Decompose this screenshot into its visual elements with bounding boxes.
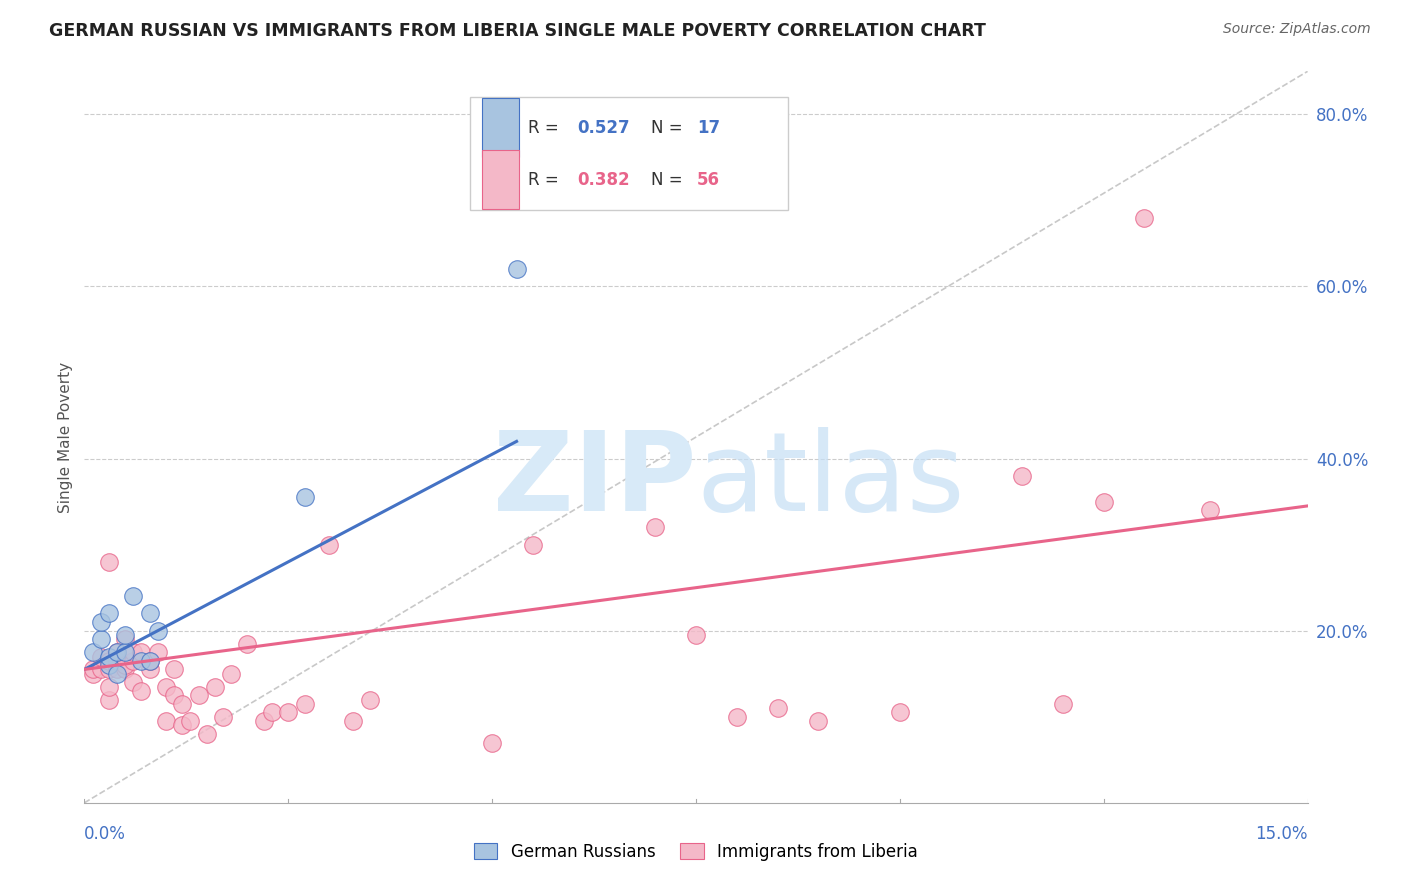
Point <box>172 697 194 711</box>
Point <box>146 624 169 638</box>
Text: N =: N = <box>651 170 688 189</box>
Point <box>481 735 503 749</box>
Point <box>131 654 153 668</box>
Point <box>114 645 136 659</box>
Text: R =: R = <box>529 119 564 136</box>
Legend: German Russians, Immigrants from Liberia: German Russians, Immigrants from Liberia <box>467 837 925 868</box>
Point <box>505 262 527 277</box>
Point <box>105 645 128 659</box>
Point <box>97 555 120 569</box>
Point <box>766 701 789 715</box>
Point <box>294 697 316 711</box>
FancyBboxPatch shape <box>470 97 787 211</box>
Text: 17: 17 <box>697 119 720 136</box>
Point <box>685 628 707 642</box>
Point <box>97 649 120 664</box>
Point <box>294 491 316 505</box>
Point <box>97 654 120 668</box>
Point <box>97 680 120 694</box>
Point <box>122 675 145 690</box>
Point <box>90 649 112 664</box>
Point <box>105 662 128 676</box>
Point <box>195 727 218 741</box>
Text: Source: ZipAtlas.com: Source: ZipAtlas.com <box>1223 22 1371 37</box>
Point <box>187 688 209 702</box>
Point <box>90 632 112 647</box>
Point <box>114 658 136 673</box>
Text: N =: N = <box>651 119 688 136</box>
Point <box>114 628 136 642</box>
Text: 0.0%: 0.0% <box>84 825 127 843</box>
Point <box>1011 468 1033 483</box>
Point <box>163 688 186 702</box>
Text: R =: R = <box>529 170 564 189</box>
Point <box>122 589 145 603</box>
Point <box>114 662 136 676</box>
Point <box>342 714 364 728</box>
Point <box>318 538 340 552</box>
Point <box>522 538 544 552</box>
Point <box>105 645 128 659</box>
Point <box>138 654 160 668</box>
Point <box>122 654 145 668</box>
Point <box>204 680 226 694</box>
Point <box>146 645 169 659</box>
Point <box>807 714 830 728</box>
Point <box>138 607 160 621</box>
Point <box>122 645 145 659</box>
Point <box>105 666 128 681</box>
Point <box>163 662 186 676</box>
Point <box>236 637 259 651</box>
Point <box>1133 211 1156 225</box>
Point <box>90 662 112 676</box>
Point <box>277 706 299 720</box>
Point <box>219 666 242 681</box>
Text: 0.527: 0.527 <box>578 119 630 136</box>
Point <box>260 706 283 720</box>
Point <box>131 684 153 698</box>
Point <box>1198 503 1220 517</box>
Point <box>155 680 177 694</box>
Y-axis label: Single Male Poverty: Single Male Poverty <box>58 361 73 513</box>
Point <box>179 714 201 728</box>
Point <box>253 714 276 728</box>
Point <box>97 662 120 676</box>
Point <box>359 692 381 706</box>
Point <box>97 692 120 706</box>
Point <box>1052 697 1074 711</box>
Point <box>212 710 235 724</box>
Point <box>725 710 748 724</box>
Point <box>138 654 160 668</box>
Point <box>90 615 112 629</box>
Point <box>131 645 153 659</box>
Point <box>138 662 160 676</box>
Point <box>105 654 128 668</box>
Point <box>889 706 911 720</box>
Point <box>114 632 136 647</box>
Point <box>97 607 120 621</box>
Point <box>82 662 104 676</box>
Text: atlas: atlas <box>696 427 965 534</box>
Text: 15.0%: 15.0% <box>1256 825 1308 843</box>
Point <box>82 666 104 681</box>
Text: 0.382: 0.382 <box>578 170 630 189</box>
Point <box>155 714 177 728</box>
FancyBboxPatch shape <box>482 98 519 157</box>
Text: 56: 56 <box>697 170 720 189</box>
FancyBboxPatch shape <box>482 151 519 209</box>
Point <box>82 645 104 659</box>
Point <box>644 520 666 534</box>
Point <box>97 658 120 673</box>
Text: GERMAN RUSSIAN VS IMMIGRANTS FROM LIBERIA SINGLE MALE POVERTY CORRELATION CHART: GERMAN RUSSIAN VS IMMIGRANTS FROM LIBERI… <box>49 22 986 40</box>
Point <box>172 718 194 732</box>
Text: ZIP: ZIP <box>492 427 696 534</box>
Point <box>1092 494 1115 508</box>
